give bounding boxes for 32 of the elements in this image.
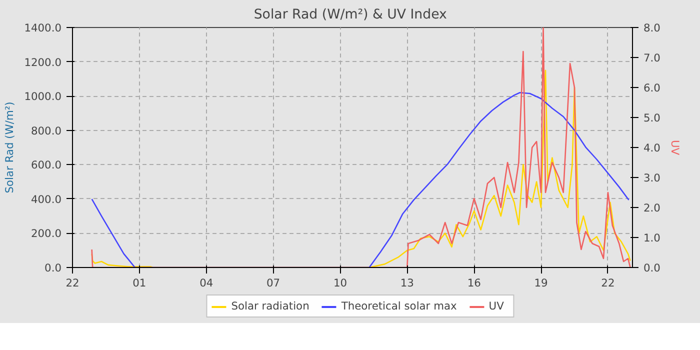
y-tick-label: 1200.0 bbox=[24, 56, 62, 69]
y2-tick-label: 3.0 bbox=[644, 172, 661, 184]
x-tick-label: 16 bbox=[467, 276, 482, 290]
y2-tick-label: 5.0 bbox=[644, 112, 661, 124]
y2-tick-label: 0.0 bbox=[644, 262, 661, 274]
y2-tick-label: 2.0 bbox=[644, 202, 661, 214]
y-axis-title: Solar Rad (W/m²) bbox=[3, 102, 16, 194]
x-tick-label: 22 bbox=[66, 276, 80, 290]
y2-tick-label: 6.0 bbox=[644, 82, 661, 94]
y2-tick-label: 4.0 bbox=[644, 142, 661, 154]
y2-tick-label: 1.0 bbox=[644, 232, 661, 244]
y-tick-label: 0.0 bbox=[44, 262, 62, 274]
y2-tick-label: 7.0 bbox=[644, 52, 661, 64]
y2-axis-title: UV bbox=[668, 140, 682, 156]
x-tick-label: 22 bbox=[601, 276, 615, 290]
y-tick-label: 400.0 bbox=[30, 192, 62, 206]
x-tick-label: 04 bbox=[200, 276, 214, 290]
x-tick-label: 13 bbox=[400, 276, 414, 290]
y-tick-label: 200.0 bbox=[30, 227, 62, 240]
y-tick-label: 1000.0 bbox=[24, 90, 62, 104]
y-tick-label: 800.0 bbox=[30, 124, 62, 138]
legend-label: Theoretical solar max bbox=[341, 300, 457, 312]
chart-title: Solar Rad (W/m²) & UV Index bbox=[254, 8, 448, 22]
legend-label: UV bbox=[488, 300, 505, 312]
x-tick-label: 19 bbox=[534, 276, 548, 290]
x-tick-label: 07 bbox=[266, 276, 280, 290]
y-tick-label: 600.0 bbox=[30, 158, 62, 172]
x-tick-label: 01 bbox=[132, 276, 146, 290]
x-tick-label: 10 bbox=[333, 276, 348, 290]
y2-tick-label: 8.0 bbox=[644, 22, 661, 34]
y-tick-label: 1400.0 bbox=[24, 22, 62, 34]
legend-label: Solar radiation bbox=[231, 300, 310, 312]
